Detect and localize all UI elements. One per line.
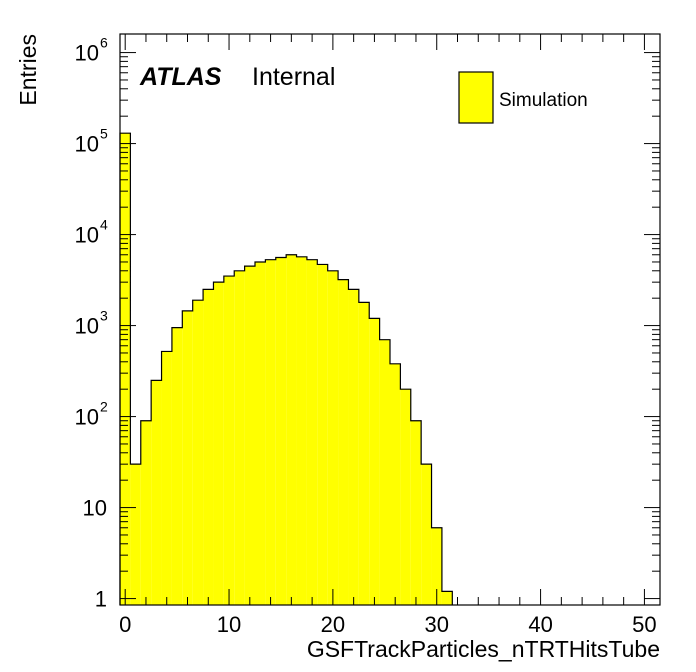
y-tick-label: 10 [75, 405, 99, 430]
histogram-bar [255, 261, 266, 605]
x-tick-label: 0 [119, 612, 131, 637]
histogram-bar [306, 259, 318, 605]
histogram-bar [296, 256, 307, 605]
legend-swatch-simulation [458, 71, 494, 124]
y-tick-label: 10 [75, 132, 99, 157]
y-tick-exponent: 2 [100, 399, 108, 415]
internal-label: Internal [252, 63, 335, 91]
legend-label-simulation: Simulation [499, 90, 588, 111]
plot-frame [119, 33, 661, 606]
histogram-bar [130, 464, 141, 605]
histogram-bar [348, 289, 359, 605]
histogram-bar [223, 276, 235, 605]
y-tick-label: 10 [75, 223, 99, 248]
y-axis-title: Entries [15, 34, 41, 106]
histogram-bar [203, 289, 214, 605]
histogram-bar [151, 380, 162, 605]
histogram-bar [286, 254, 297, 605]
atlas-label: ATLAS [139, 63, 222, 91]
histogram-bar [140, 420, 152, 605]
histogram-bar [275, 257, 287, 605]
histogram-bars [120, 133, 453, 605]
histogram-bar [244, 266, 255, 605]
histogram-bar [234, 270, 245, 605]
histogram-bar [182, 310, 193, 605]
axis-ticks [120, 34, 660, 605]
histogram-bar [369, 318, 380, 605]
histogram-bar [171, 327, 183, 605]
y-tick-label: 1 [95, 587, 107, 612]
histogram-outline [119, 132, 453, 605]
x-tick-label: 30 [424, 612, 448, 637]
histogram-bar [441, 591, 453, 605]
x-tick-label: 10 [217, 612, 241, 637]
x-axis-title: GSFTrackParticles_nTRTHitsTube [307, 636, 660, 662]
histogram-bar [317, 264, 328, 605]
histogram-bar [400, 389, 411, 605]
histogram-bar [431, 527, 442, 605]
histogram-bar [161, 351, 172, 605]
histogram-bar [265, 259, 276, 605]
histogram-bar [120, 133, 131, 605]
histogram-bar [379, 339, 390, 605]
histogram-bar [338, 279, 349, 605]
histogram-bar [213, 282, 224, 605]
y-tick-exponent: 4 [100, 217, 108, 233]
histogram-bar [327, 270, 339, 605]
histogram-bar [410, 420, 422, 605]
y-tick-label: 10 [75, 41, 99, 66]
histogram-bar [192, 300, 204, 605]
x-tick-label: 20 [321, 612, 345, 637]
x-tick-label: 40 [528, 612, 552, 637]
histogram-bar [421, 464, 432, 605]
y-tick-exponent: 6 [100, 35, 108, 51]
legend: Simulation [458, 71, 588, 124]
y-tick-exponent: 3 [100, 308, 108, 324]
y-tick-label: 10 [83, 496, 107, 521]
histogram-bar [358, 302, 370, 605]
y-tick-label: 10 [75, 314, 99, 339]
x-tick-label: 50 [632, 612, 656, 637]
histogram-bar [390, 363, 401, 605]
y-tick-exponent: 5 [100, 126, 108, 142]
